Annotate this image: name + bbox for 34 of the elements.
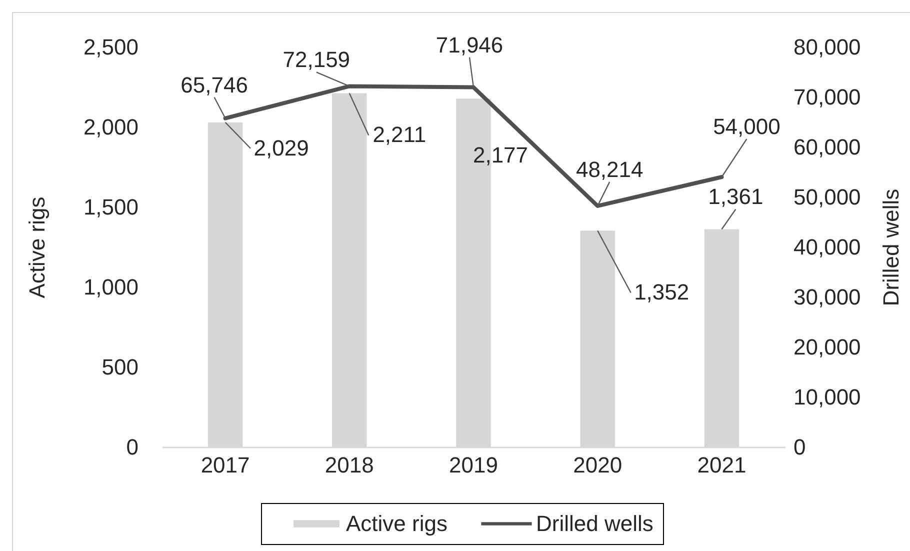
y2-tick-label: 70,000 bbox=[794, 84, 861, 110]
data-label: 2,029 bbox=[254, 135, 309, 160]
x-tick-label: 2018 bbox=[324, 452, 374, 478]
y2-tick-label: 80,000 bbox=[794, 34, 861, 60]
y-tick-label: 1,500 bbox=[83, 194, 138, 220]
data-label: 72,159 bbox=[282, 47, 350, 72]
legend-label: Active rigs bbox=[346, 510, 448, 536]
y-tick-label: 2,500 bbox=[83, 34, 138, 60]
x-tick-label: 2019 bbox=[449, 452, 498, 478]
y-tick-label: 500 bbox=[102, 354, 138, 380]
y-tick-label: 2,000 bbox=[83, 114, 138, 140]
y2-tick-label: 50,000 bbox=[794, 184, 861, 210]
y2-tick-label: 60,000 bbox=[794, 134, 861, 160]
data-label: 54,000 bbox=[713, 114, 780, 139]
x-tick-label: 2017 bbox=[200, 452, 250, 478]
data-label: 1,352 bbox=[634, 280, 690, 305]
data-label: 65,746 bbox=[180, 72, 248, 98]
y2-tick-label: 20,000 bbox=[794, 334, 861, 360]
y-tick-label: 0 bbox=[126, 434, 138, 460]
legend-label: Drilled wells bbox=[536, 510, 654, 536]
y2-tick-label: 0 bbox=[794, 434, 806, 460]
data-label: 71,946 bbox=[436, 32, 504, 58]
data-label: 2,177 bbox=[472, 142, 528, 168]
y2-tick-label: 30,000 bbox=[794, 284, 861, 310]
data-label: 2,211 bbox=[372, 122, 426, 148]
y-tick-label: 1,000 bbox=[83, 274, 138, 300]
data-label: 48,214 bbox=[576, 156, 644, 182]
y2-tick-label: 40,000 bbox=[794, 234, 861, 260]
x-tick-label: 2020 bbox=[573, 452, 622, 478]
y-axis-title: Active rigs bbox=[24, 196, 50, 298]
x-tick-label: 2021 bbox=[697, 452, 746, 478]
y2-axis-title: Drilled wells bbox=[878, 188, 904, 306]
y2-tick-label: 10,000 bbox=[794, 384, 861, 410]
data-label: 1,361 bbox=[708, 184, 764, 210]
